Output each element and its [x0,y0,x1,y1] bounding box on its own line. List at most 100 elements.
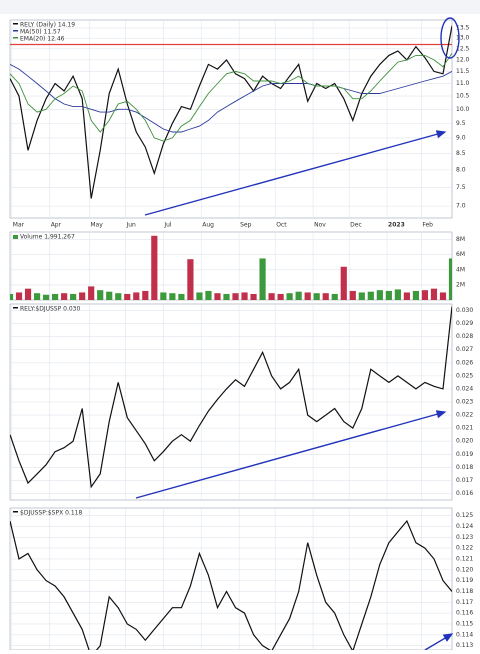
volume-bar [250,293,257,300]
y-tick-label: 0.116 [456,610,473,617]
y-tick-label: 0.124 [456,523,473,530]
y-tick-label: 0.030 [456,307,473,314]
y-tick-label: 11.0 [456,80,470,87]
volume-bar [367,291,374,300]
x-tick-label: Oct [276,222,287,229]
series-line [10,519,452,650]
y-tick-label: 0.020 [456,438,473,445]
legend-label: MA(50) 11.57 [20,29,61,36]
trend-arrow [144,130,447,216]
y-tick-label: 0.123 [456,534,473,541]
legend-label: $DJUSSP:$SPX 0.118 [20,510,82,517]
y-tick-label: 0.113 [456,642,473,649]
volume-bar [196,292,203,300]
legend-swatch [13,511,18,513]
plot-area [10,519,452,650]
y-tick-label: 0.016 [456,490,473,497]
y-tick-label: 9.0 [456,134,466,141]
volume-bar [358,292,365,300]
y-tick-label: 11.5 [456,68,470,75]
panel: Mar Apr May Jun Jul Aug Sep Oct Nov Dec 2023 Feb 7.0… [9,19,470,229]
volume-bar [151,235,158,300]
volume-bar [61,293,68,300]
volume-bar [322,293,329,300]
volume-bar [232,293,239,300]
y-tick-label: 8.5 [456,150,466,157]
y-tick-label: 0.029 [456,320,473,327]
volume-bar [97,290,104,300]
x-tick-label: Nov [314,222,326,229]
x-tick-label: Jul [163,222,172,229]
y-tick-label: 0.117 [456,599,473,606]
x-tick-label: 2023 [388,222,405,229]
volume-bar [15,292,23,300]
volume-bar [160,292,167,300]
y-tick-label: 8M [456,236,465,243]
x-tick-label: Dec [350,222,362,229]
y-tick-label: 9.5 [456,120,466,127]
legend-swatch [13,37,18,39]
x-tick-label: May [90,222,103,229]
y-tick-label: 4M [456,266,465,273]
panel: 0.016 0.017 0.018 0.019 0.020 0.021 0.022 0.023… [9,303,473,501]
volume-bar [70,293,77,300]
y-tick-label: 0.119 [456,577,473,584]
y-tick-label: 12.5 [456,45,470,52]
volume-bar [178,293,185,300]
plot-area [10,235,452,300]
volume-bar [313,293,320,300]
panel-frame [9,231,453,301]
volume-bar [10,293,14,300]
volume-bar [304,292,311,300]
volume-bar [340,266,347,300]
volume-bar [88,286,95,300]
volume-bar [52,293,59,300]
x-tick-label: Aug [202,222,214,229]
plot-area [10,306,452,489]
panel-frame [9,507,453,651]
volume-bar [106,291,113,300]
y-tick-label: 10.0 [456,106,470,113]
volume-bar [205,290,212,300]
y-tick-label: 7.5 [456,184,466,191]
legend-label: EMA(20) 12.46 [20,36,65,43]
legend-label: RELY:$DJUSSP 0.030 [20,306,80,313]
previous-panel [0,0,480,14]
volume-bar [169,293,176,300]
y-tick-label: 0.023 [456,399,473,406]
volume-bar [376,290,383,300]
volume-bar [412,290,420,300]
y-tick-label: 0.125 [456,512,473,519]
y-tick-label: 13.5 [456,24,470,31]
series-line [10,306,452,489]
legend-swatch [13,30,18,32]
volume-bar [394,289,401,300]
trend-arrow [424,633,454,651]
y-tick-label: 13.0 [456,35,470,42]
volume-bar [268,293,275,300]
plot-area [10,25,452,199]
panel-frame [9,19,453,219]
volume-bar [331,293,338,300]
x-tick-label: Feb [422,222,433,229]
y-tick-label: 0.120 [456,566,473,573]
x-tick-label: Sep [240,222,252,229]
legend-label: Volume 1,991,267 [20,234,75,241]
volume-bar [277,293,284,300]
volume-bar [448,258,452,300]
y-tick-label: 0.019 [456,451,473,458]
volume-bar [24,288,32,300]
volume-bar [214,293,221,300]
y-tick-label: 8.0 [456,166,466,173]
y-tick-label: 0.025 [456,372,473,379]
panel: 0.113 0.114 0.115 0.116 0.117 0.118 0.119 0.120… [9,507,473,651]
volume-bar [259,258,266,300]
volume-bar [286,293,293,300]
x-tick-label: Jun [125,222,136,229]
y-tick-label: 0.022 [456,412,473,419]
series-line [10,64,452,133]
y-tick-label: 0.021 [456,425,473,432]
volume-bar [142,290,149,300]
y-tick-label: 0.018 [456,464,473,471]
